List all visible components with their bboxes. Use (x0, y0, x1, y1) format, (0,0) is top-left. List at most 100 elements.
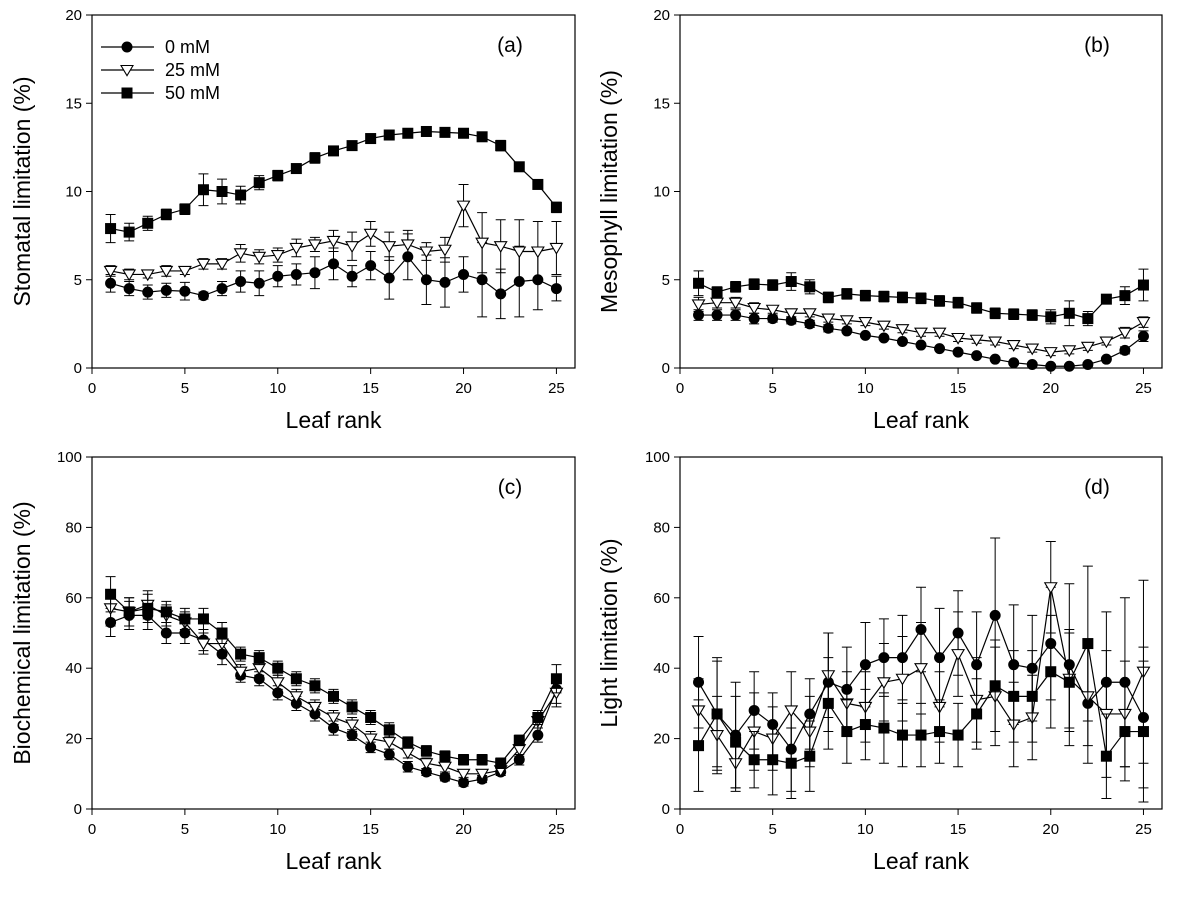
y-tick-label: 0 (662, 360, 670, 377)
data-point (1082, 313, 1094, 325)
y-tick-label: 100 (645, 449, 670, 466)
data-point (989, 609, 1001, 621)
data-point (711, 286, 723, 298)
data-point (859, 329, 871, 341)
data-point (1026, 309, 1038, 321)
data-point (785, 276, 797, 288)
data-point (858, 317, 873, 329)
data-point (476, 274, 488, 286)
data-point (804, 318, 816, 330)
data-point (952, 346, 964, 358)
y-axis-label: Biochemical limitation (%) (9, 501, 35, 764)
data-point (748, 313, 760, 325)
data-point (328, 690, 339, 702)
data-point (952, 729, 964, 741)
x-tick-label: 20 (455, 380, 472, 397)
data-point (179, 285, 191, 297)
legend-marker (120, 64, 134, 77)
data-point (197, 290, 209, 302)
data-point (549, 242, 564, 255)
data-point (419, 758, 434, 771)
data-point (932, 327, 947, 340)
data-point (1043, 582, 1058, 595)
data-point (105, 277, 117, 289)
data-point (765, 304, 780, 317)
data-point (730, 309, 742, 321)
data-point (804, 281, 816, 293)
data-point (216, 627, 228, 639)
data-point (934, 652, 946, 664)
data-point (177, 265, 192, 278)
data-point (730, 736, 742, 748)
data-point (495, 140, 507, 152)
series-25-mm (691, 296, 1151, 359)
data-point (1100, 750, 1112, 762)
data-point (458, 268, 470, 280)
y-tick-label: 20 (653, 7, 670, 24)
data-point (345, 719, 360, 732)
data-point (1117, 327, 1132, 340)
x-tick-label: 10 (857, 821, 874, 838)
data-point (363, 228, 378, 241)
data-point (123, 606, 135, 618)
y-tick-label: 10 (65, 184, 82, 201)
data-point (252, 251, 267, 264)
data-point (841, 726, 853, 738)
panel-c: 0 5 10 15 20 25 0 20 40 60 80 100 Leaf rank Biochemic… (9, 449, 576, 874)
panel-label: (d) (1084, 476, 1110, 499)
data-point (693, 277, 705, 289)
data-point (346, 270, 358, 282)
x-tick-label: 10 (857, 380, 874, 397)
data-point (328, 145, 339, 157)
panel-a: 0 5 10 15 20 25 0 5 10 15 20 Leaf rank Stomatal limi… (9, 7, 576, 433)
x-tick-label: 10 (269, 821, 286, 838)
plot-frame (91, 456, 576, 810)
data-point (1119, 290, 1131, 302)
data-point (382, 737, 397, 749)
data-point (123, 226, 135, 238)
data-point (160, 208, 172, 220)
data-point (458, 754, 470, 766)
x-tick-label: 5 (181, 821, 189, 838)
legend: 0 mM 25 mM 50 mM (101, 37, 220, 103)
data-point (270, 249, 285, 262)
y-axis-label: Mesophyll limitation (%) (596, 70, 622, 313)
data-point (784, 705, 799, 718)
legend-marker (121, 87, 133, 99)
series-25-mm (103, 590, 564, 781)
x-tick-label: 15 (362, 821, 379, 838)
data-point (233, 666, 248, 679)
data-point (1063, 360, 1075, 372)
data-point (160, 606, 172, 618)
x-tick-label: 5 (769, 380, 777, 397)
data-point (382, 241, 397, 253)
data-point (307, 701, 322, 714)
data-point (532, 729, 544, 741)
x-tick-label: 15 (362, 380, 379, 397)
legend-entry: 25 mM (165, 60, 220, 80)
data-point (1137, 279, 1149, 291)
data-point (971, 350, 983, 362)
panel-b: 0 5 10 15 20 25 0 5 10 15 20 Leaf rank Mesophyll lim… (596, 7, 1163, 433)
data-point (160, 627, 172, 639)
x-tick-label: 20 (455, 821, 472, 838)
data-point (859, 290, 871, 302)
data-point (971, 302, 983, 314)
data-point (1006, 340, 1021, 352)
data-point (216, 186, 228, 197)
data-point (476, 754, 488, 766)
data-point (532, 178, 544, 190)
data-point (309, 267, 321, 279)
data-point (196, 638, 211, 651)
data-point (196, 258, 211, 271)
data-point (1080, 341, 1095, 354)
y-tick-label: 20 (65, 731, 82, 748)
data-point (915, 339, 927, 351)
data-point (1100, 353, 1112, 365)
data-point (402, 736, 414, 748)
y-axis-label: Light limitation (%) (596, 538, 622, 727)
data-point (1045, 311, 1057, 323)
data-point (253, 652, 265, 664)
data-point (253, 177, 265, 189)
